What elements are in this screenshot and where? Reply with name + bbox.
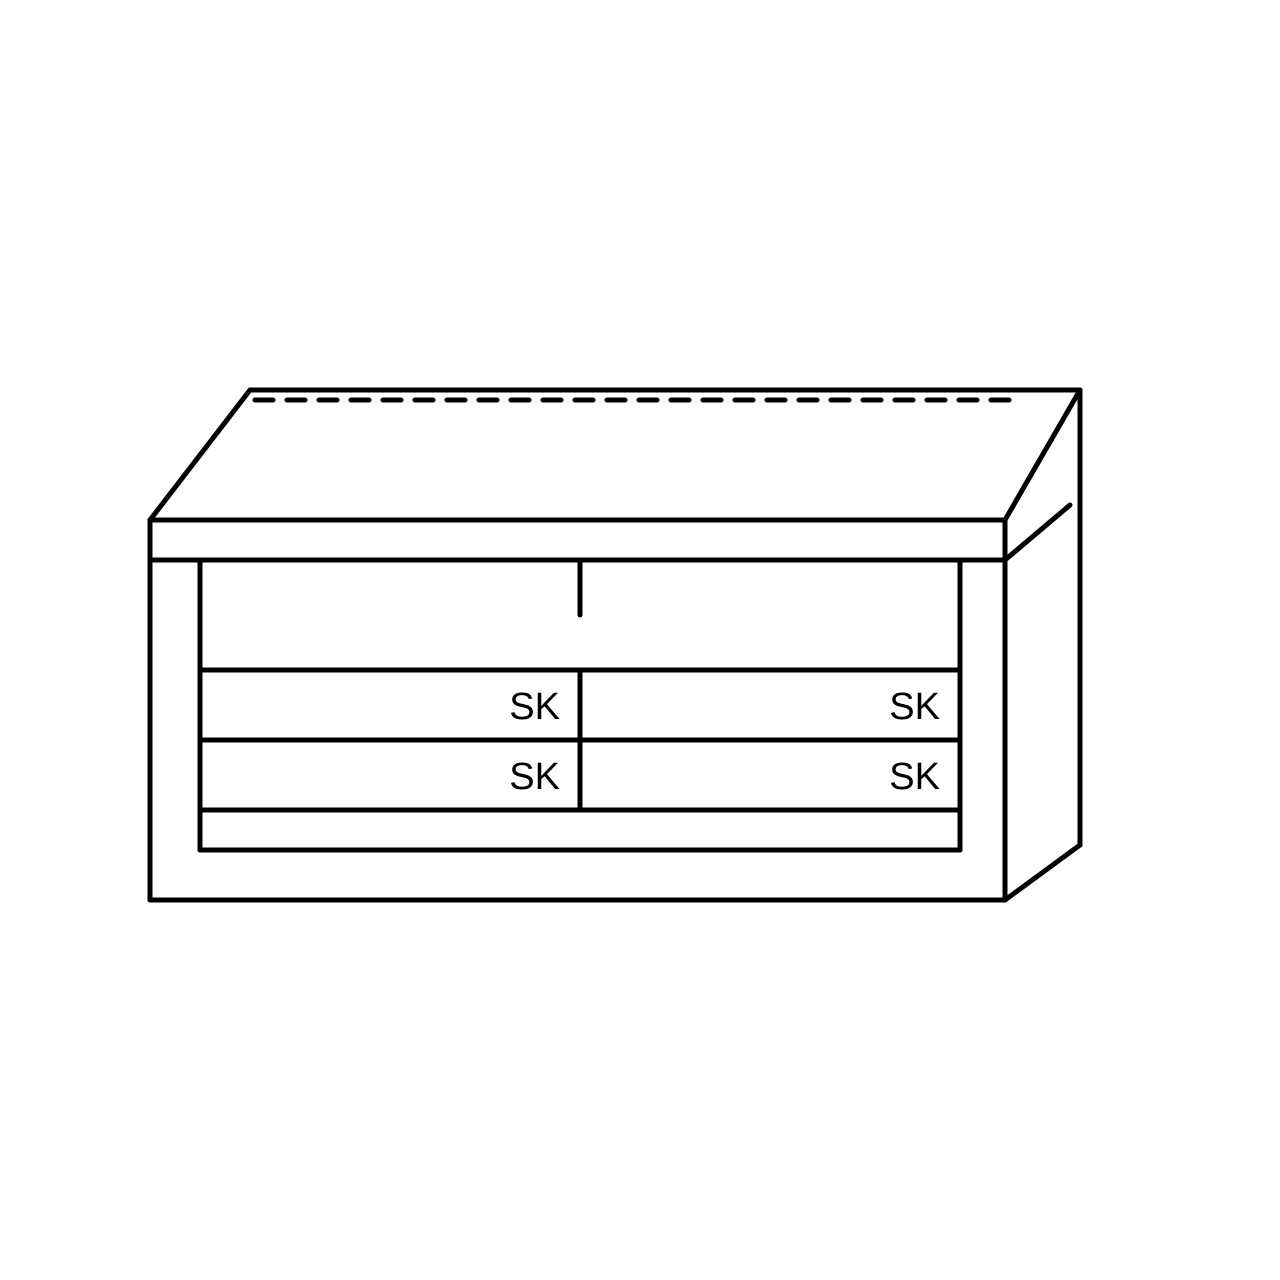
top-slab-outline: [150, 390, 1080, 520]
slab-right-thickness-edge: [1005, 505, 1070, 560]
side-bottom-edge: [1005, 845, 1080, 900]
drawer-label-bottom-left: SK: [509, 756, 560, 798]
drawer-label-top-left: SK: [509, 686, 560, 728]
drawer-label-top-right: SK: [889, 686, 940, 728]
drawer-label-bottom-right: SK: [889, 756, 940, 798]
furniture-line-drawing: SK SK SK SK: [0, 0, 1280, 1280]
